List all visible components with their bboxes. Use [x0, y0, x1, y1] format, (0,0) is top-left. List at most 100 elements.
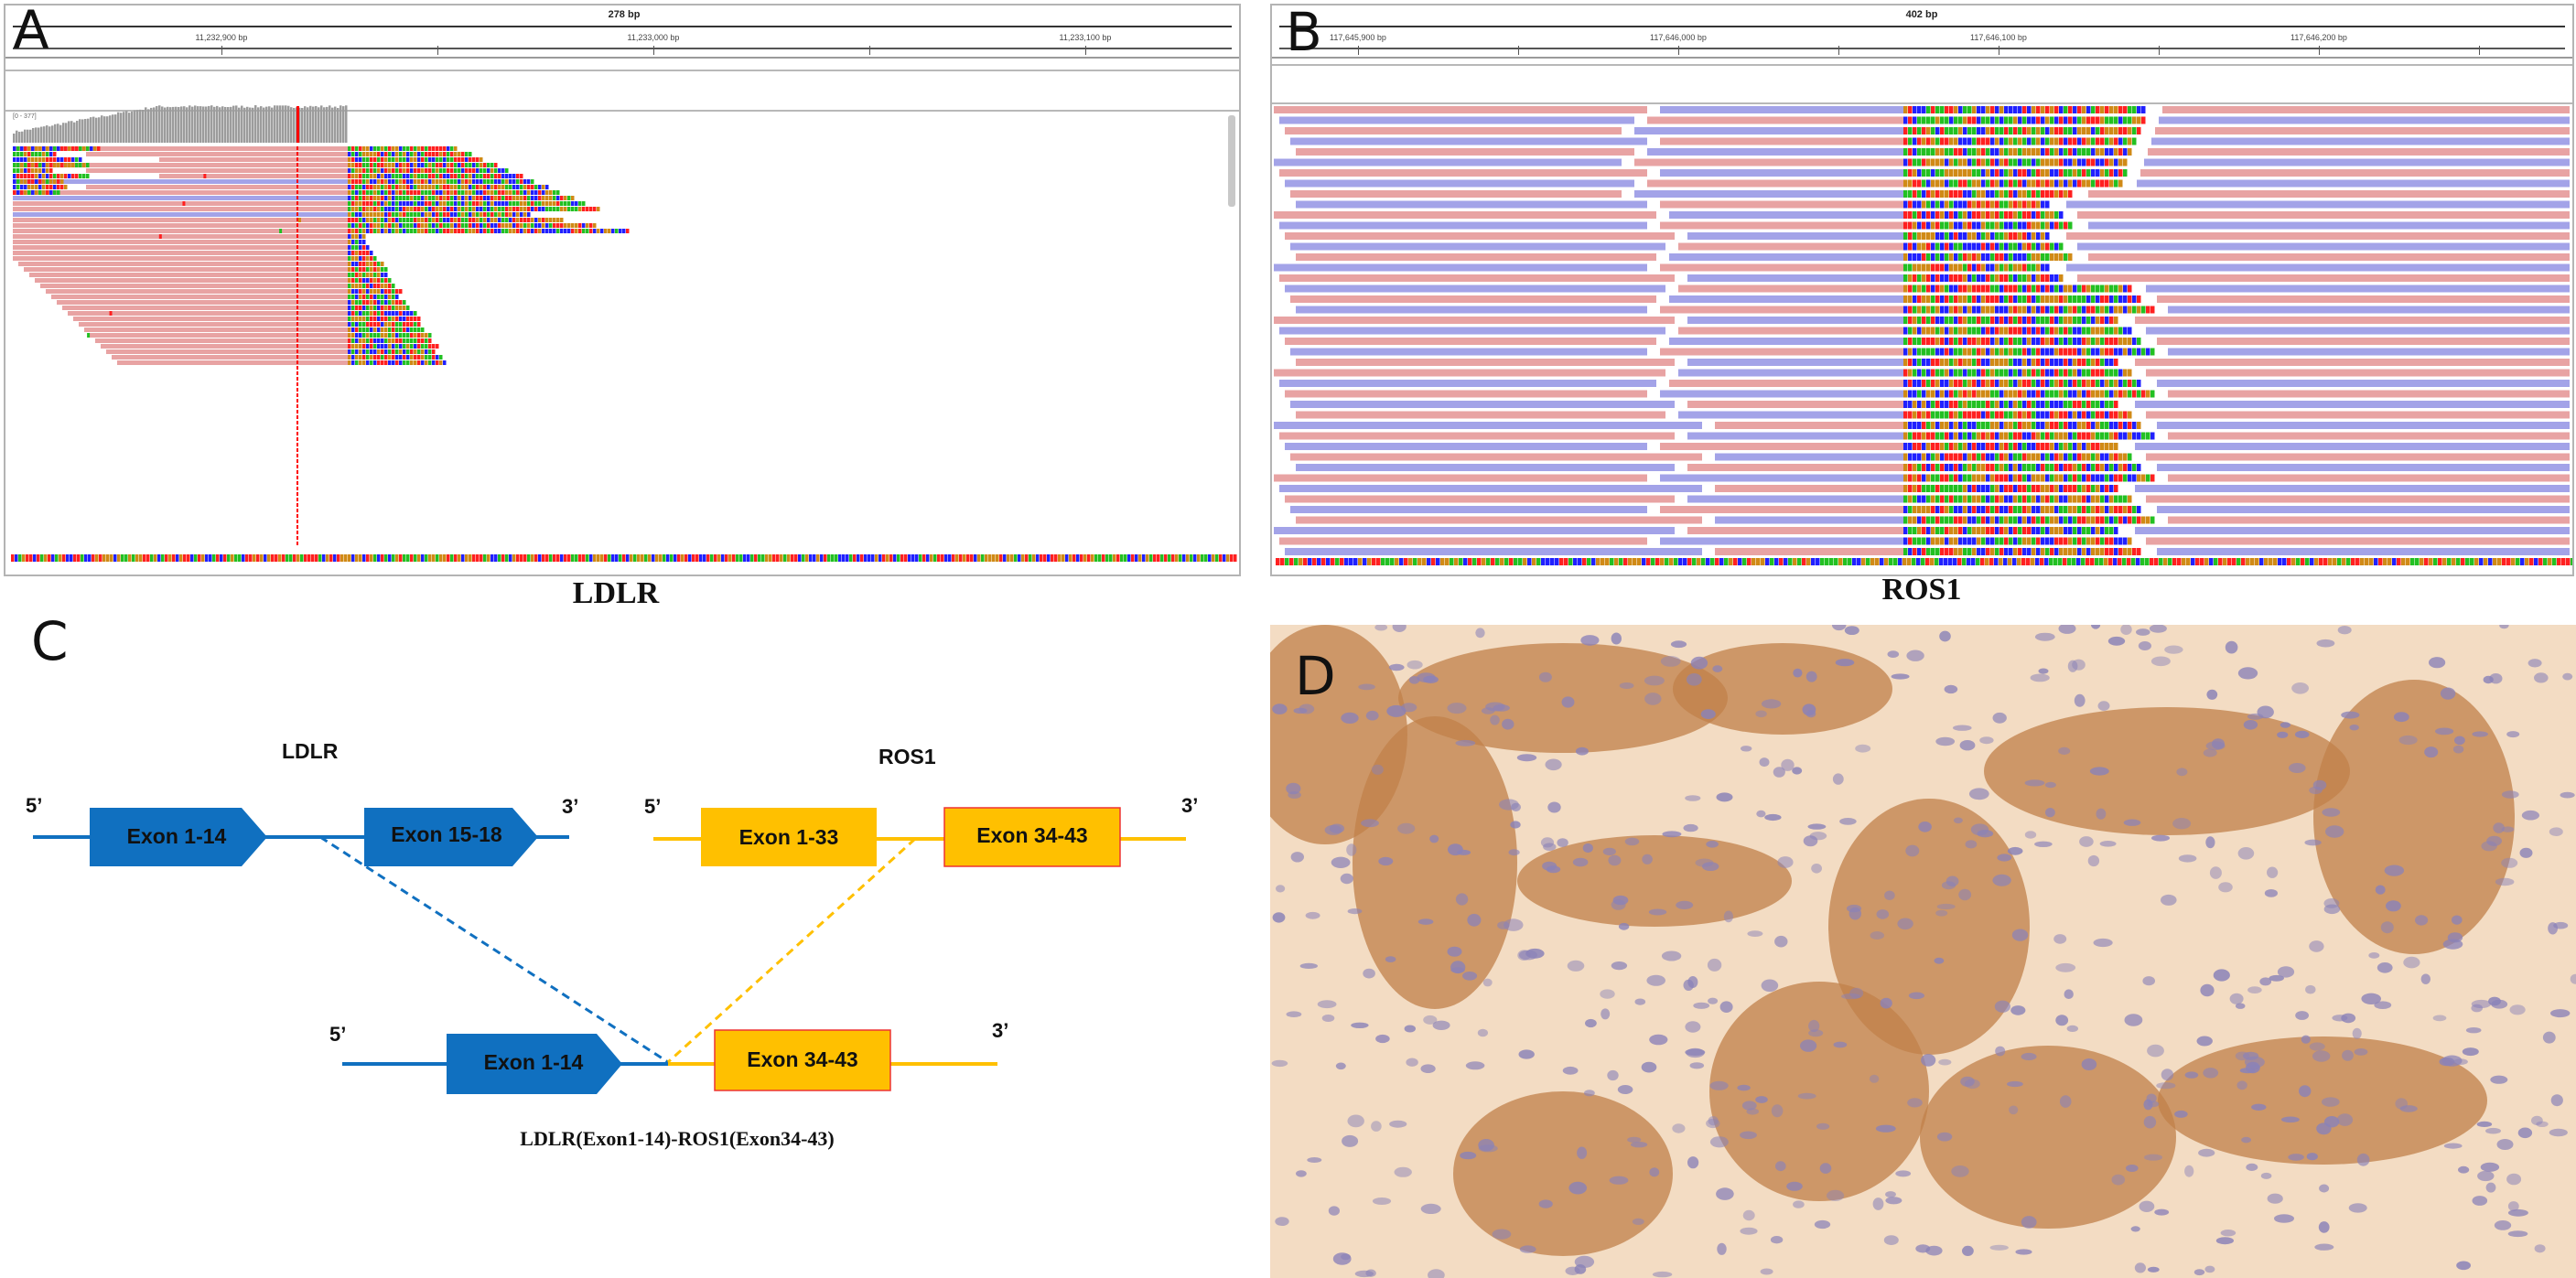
mismatch-block: [2036, 148, 2041, 156]
read: [1274, 211, 1656, 219]
mismatch-block: [432, 207, 436, 211]
mismatch-block: [392, 185, 395, 189]
mismatch-block: [2123, 390, 2128, 398]
mismatch-block: [1972, 369, 1977, 377]
mismatch-block: [512, 554, 516, 562]
mismatch-block: [626, 554, 630, 562]
mismatch-block: [2054, 327, 2059, 335]
mismatch-block: [439, 355, 443, 360]
mismatch-block: [2105, 106, 2109, 113]
mismatch-block: [432, 152, 436, 156]
igv-browser-ldlr[interactable]: 278 bp 11,232,900 bp 11,233,000 bp 11,23…: [4, 4, 1241, 576]
mismatch-block: [531, 185, 534, 189]
cell-nucleus: [1646, 974, 1665, 986]
cell-nucleus: [1271, 1059, 1288, 1068]
mismatch-block: [439, 223, 443, 228]
mismatch-block: [1995, 411, 1999, 419]
read: [1290, 295, 1656, 303]
mismatch-block: [2091, 348, 2096, 356]
cell-nucleus: [1883, 1235, 1899, 1245]
mismatch-block: [2091, 537, 2096, 545]
mismatch-block: [1025, 554, 1029, 562]
mismatch-block: [1995, 453, 1999, 461]
mismatch-block: [362, 322, 366, 327]
mismatch-block: [370, 554, 373, 562]
mismatch-block: [2109, 380, 2114, 387]
mismatch-block: [2022, 116, 2027, 124]
mismatch-block: [1981, 190, 1986, 198]
read: [1296, 148, 1634, 156]
coverage-bar: [134, 110, 136, 143]
mismatch-block: [2096, 548, 2100, 555]
mismatch-block: [417, 207, 421, 211]
junction-line: [296, 355, 298, 359]
mismatch-block: [1949, 158, 1954, 166]
mismatch-block: [377, 306, 381, 310]
cell-nucleus: [2415, 915, 2429, 926]
cell-nucleus: [2325, 825, 2344, 838]
mismatch-block: [564, 223, 567, 228]
mismatch-block: [531, 201, 534, 206]
mismatch-block: [33, 554, 37, 562]
mismatch-block: [2100, 390, 2105, 398]
mismatch-block: [2064, 506, 2068, 513]
mismatch-block: [2100, 380, 2105, 387]
mismatch-block: [2059, 306, 2064, 314]
cell-nucleus: [1305, 911, 1320, 919]
mismatch-block: [1908, 137, 1913, 145]
mismatch-block: [49, 179, 53, 184]
mismatch-block: [454, 179, 458, 184]
coverage-bar: [156, 106, 158, 143]
mismatch-block: [359, 278, 362, 283]
coverage-bar: [312, 106, 315, 143]
mismatch-block: [366, 295, 370, 299]
mismatch-block: [1949, 179, 1954, 188]
mismatch-block: [2086, 116, 2091, 124]
junction-line: [296, 443, 298, 446]
cell-nucleus: [2309, 1042, 2325, 1051]
mismatch-block: [1949, 369, 1954, 377]
mismatch-block: [443, 152, 447, 156]
cell-nucleus: [2301, 1035, 2311, 1044]
read: [2168, 432, 2570, 440]
mismatch-block: [1967, 369, 1972, 377]
mismatch-block: [1940, 116, 1945, 124]
mismatch-block: [2050, 242, 2054, 251]
mismatch-block: [1908, 148, 1913, 156]
mismatch-block: [458, 168, 461, 173]
mismatch-block: [35, 163, 38, 167]
mismatch-block: [1913, 211, 1917, 219]
mismatch-block: [1724, 558, 1729, 565]
cell-nucleus: [1700, 709, 1716, 719]
mismatch-block: [2114, 485, 2118, 492]
mismatch-block: [1903, 306, 1908, 314]
read: [1647, 179, 1903, 188]
vertical-scrollbar[interactable]: [1228, 115, 1235, 207]
cell-nucleus: [1286, 782, 1301, 795]
mismatch-block: [1958, 306, 1963, 314]
mismatch-block: [414, 360, 417, 365]
junction-line: [296, 223, 298, 227]
mismatch-block: [373, 289, 377, 294]
mismatch-block: [2054, 116, 2059, 124]
mismatch-block: [2050, 295, 2054, 303]
mismatch-block: [1945, 232, 1949, 240]
mismatch-block: [2424, 558, 2429, 565]
read: [2157, 506, 2570, 513]
mismatch-block: [2004, 169, 2009, 177]
mismatch-block: [2064, 295, 2068, 303]
mismatch-block: [2022, 348, 2027, 356]
mismatch-block: [1303, 558, 1308, 565]
mismatch-block: [1926, 348, 1931, 356]
mismatch-block: [2004, 179, 2009, 188]
mismatch-block: [2004, 506, 2009, 513]
mismatch-block: [1999, 295, 2004, 303]
mismatch-block: [2059, 527, 2064, 534]
mismatch-block: [2137, 380, 2141, 387]
mismatch-block: [124, 554, 128, 562]
mismatch-block: [447, 174, 450, 178]
mismatch-block: [1958, 158, 1963, 166]
mismatch-block: [2032, 274, 2036, 282]
read: [13, 251, 348, 255]
igv-browser-ros1[interactable]: 402 bp 117,645,900 bp 117,646,000 bp 117…: [1270, 4, 2574, 576]
